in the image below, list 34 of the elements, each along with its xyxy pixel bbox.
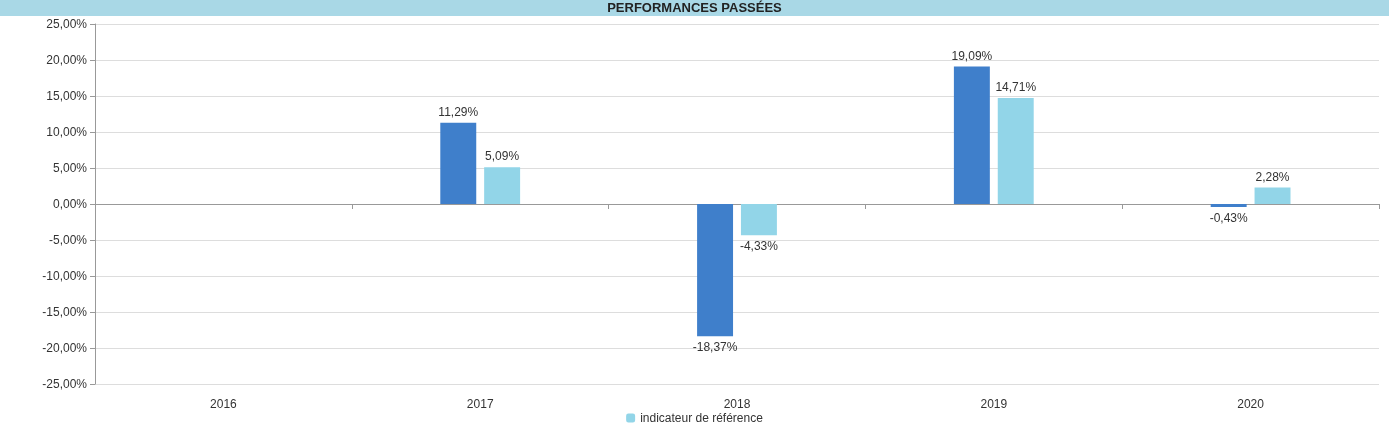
bar — [1254, 187, 1291, 204]
x-tick-label: 2018 — [723, 397, 751, 411]
x-tick-label: 2020 — [1237, 397, 1265, 411]
y-tick-label: -10,00% — [42, 269, 88, 283]
y-tick-label: 15,00% — [46, 89, 88, 103]
data-label: 19,09% — [951, 48, 993, 63]
y-tick-label: 0,00% — [52, 197, 88, 211]
data-label: -0,43% — [1209, 211, 1249, 226]
x-tick-label: 2019 — [980, 397, 1008, 411]
data-label: 5,09% — [485, 149, 520, 164]
legend-label: indicateur de référence — [640, 411, 764, 425]
y-tick-label: 20,00% — [46, 53, 88, 67]
data-label: 14,71% — [995, 80, 1037, 95]
bar — [440, 122, 477, 204]
y-tick-label: -15,00% — [42, 305, 88, 319]
bar — [953, 66, 990, 204]
x-tick-label: 2017 — [466, 397, 494, 411]
y-tick-label: -5,00% — [48, 233, 88, 247]
bar — [697, 204, 734, 337]
bar — [484, 167, 521, 204]
y-tick-label: -20,00% — [42, 341, 88, 355]
y-tick-label: -25,00% — [42, 377, 88, 391]
y-tick-label: 5,00% — [52, 161, 88, 175]
bar — [740, 204, 777, 236]
y-tick-label: 25,00% — [46, 17, 88, 31]
data-label: -4,33% — [739, 239, 779, 254]
bar — [997, 98, 1034, 204]
bar — [1210, 204, 1247, 208]
chart-title: PERFORMANCES PASSÉES — [0, 0, 1389, 16]
data-label: 11,29% — [438, 104, 479, 119]
data-label: -18,37% — [692, 340, 738, 355]
y-tick-label: 10,00% — [46, 125, 88, 139]
x-tick-label: 2016 — [210, 397, 238, 411]
data-label: 2,28% — [1255, 169, 1290, 184]
